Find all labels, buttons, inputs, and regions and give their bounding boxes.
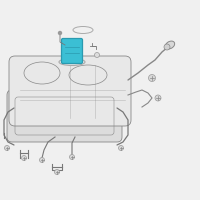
Ellipse shape [165, 41, 175, 49]
FancyBboxPatch shape [7, 90, 122, 142]
Circle shape [54, 170, 60, 174]
Circle shape [40, 158, 44, 162]
FancyBboxPatch shape [62, 38, 83, 64]
Circle shape [22, 156, 26, 160]
Circle shape [4, 146, 10, 150]
Circle shape [164, 44, 170, 50]
Circle shape [58, 31, 62, 34]
Circle shape [148, 74, 156, 82]
Circle shape [70, 154, 74, 160]
Circle shape [118, 146, 124, 150]
Circle shape [95, 52, 100, 58]
Circle shape [155, 95, 161, 101]
FancyBboxPatch shape [9, 56, 131, 126]
